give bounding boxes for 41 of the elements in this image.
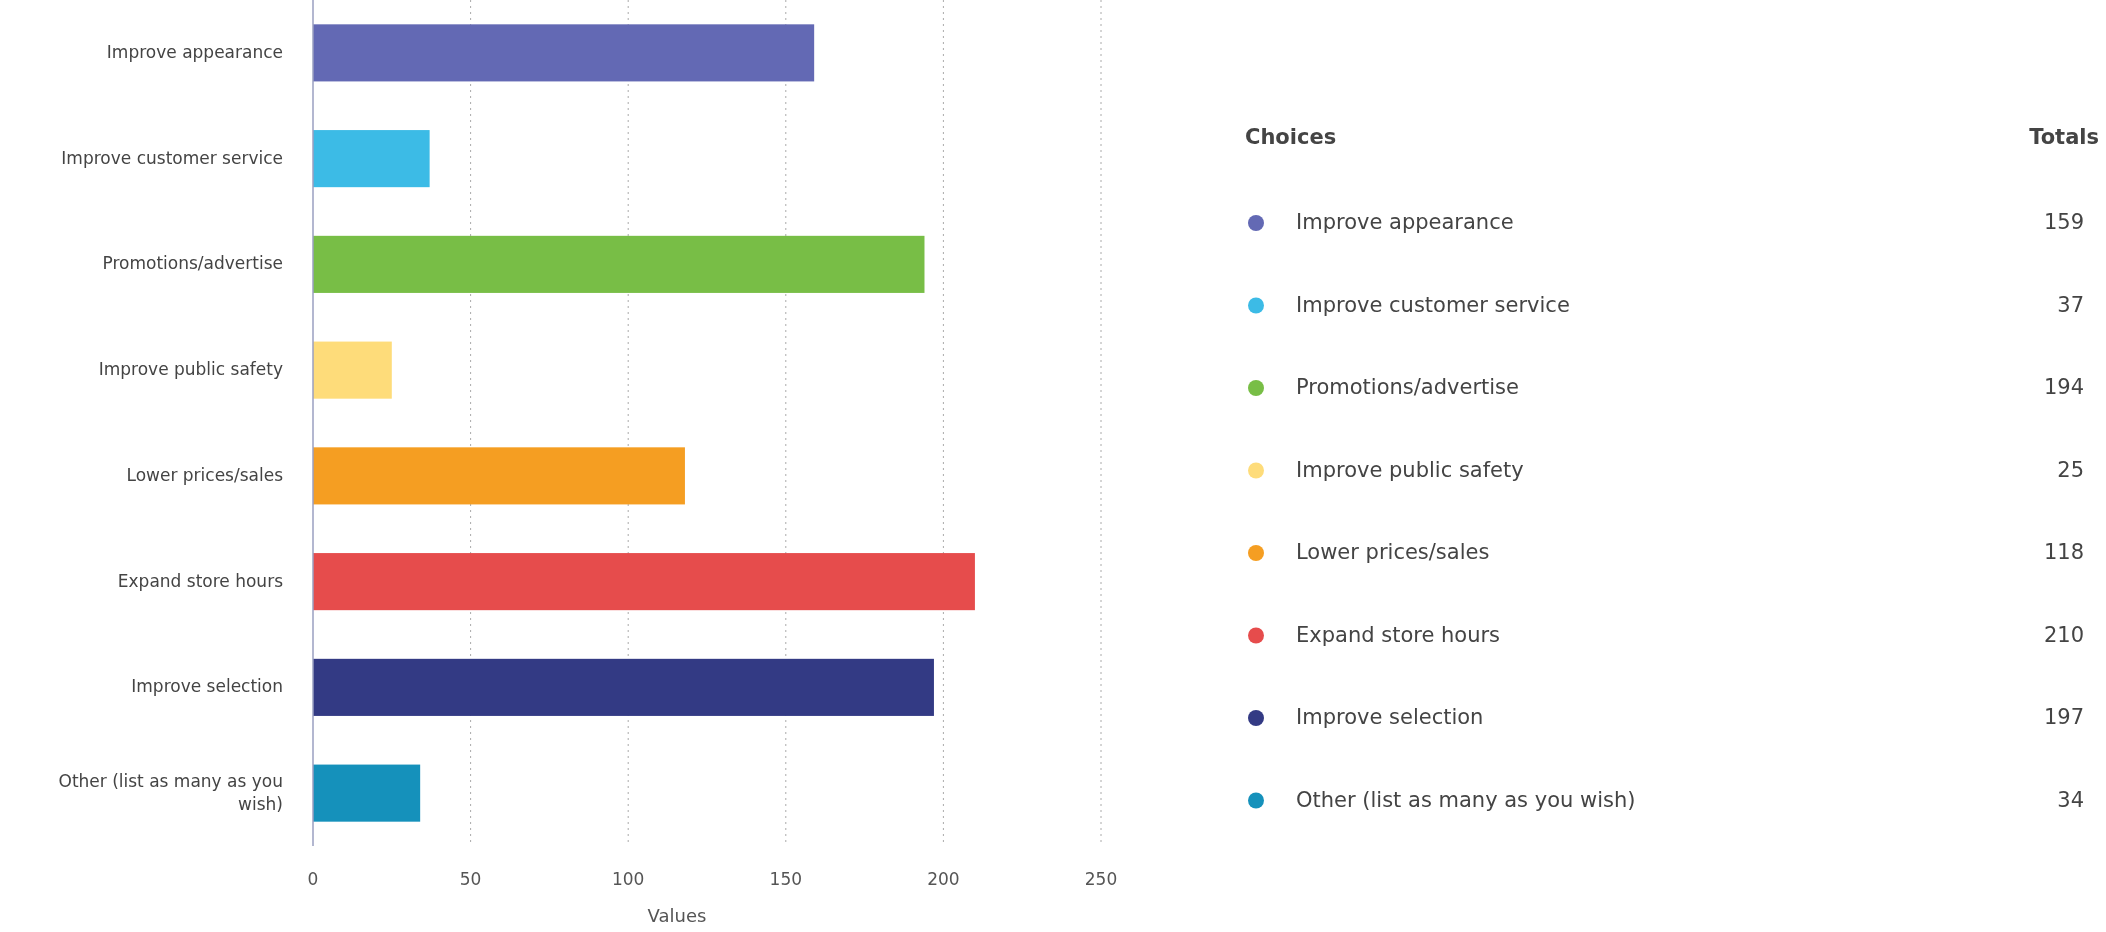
y-tick-label: Lower prices/sales [126,464,284,485]
x-tick-label: 0 [307,869,319,889]
data-label: 25 [2057,457,2084,482]
y-tick-label: Improve customer service [61,147,283,168]
category-label: Improve customer service [1296,292,1570,317]
y-tick-label: Improve public safety [98,359,283,380]
x-tick-label: 50 [459,869,482,889]
y-tick-label: Improve appearance [106,41,283,62]
bar [313,24,815,82]
data-label: 159 [2043,210,2084,234]
data-label: 194 [2043,375,2084,399]
category-label: Improve appearance [1296,210,1514,234]
x-tick-label: 150 [769,869,803,889]
data-label: 118 [2043,540,2084,564]
category-label: Improve public safety [1296,457,1524,482]
bar [313,341,392,399]
data-label: 34 [2057,787,2084,812]
y-tick-label: Expand store hours [117,570,284,591]
category-label: Lower prices/sales [1296,540,1490,564]
y-tick-label: Promotions/advertise [102,253,283,274]
x-tick-label: 100 [611,869,645,889]
bar [313,658,934,716]
text: Choices [1245,125,1337,149]
bar [313,764,421,822]
category-label: Expand store hours [1296,622,1501,647]
data-label: 37 [2057,292,2084,317]
y-tick-label: Improve selection [131,676,283,697]
bar [313,553,975,611]
x-axis-title: Values [647,905,707,926]
category-label: Other (list as many as you wish) [1296,787,1636,812]
bar [313,235,925,293]
bar [313,130,430,188]
data-label: 197 [2043,705,2084,729]
x-tick-label: 250 [1084,869,1118,889]
text: Totals [2029,125,2099,149]
category-label: Improve selection [1296,705,1484,729]
category-label: Promotions/advertise [1296,375,1519,399]
bar [313,447,685,505]
data-label: 210 [2043,622,2084,647]
y-tick-label: Other (list as many as you wish) [58,770,283,814]
x-tick-label: 200 [927,869,960,889]
